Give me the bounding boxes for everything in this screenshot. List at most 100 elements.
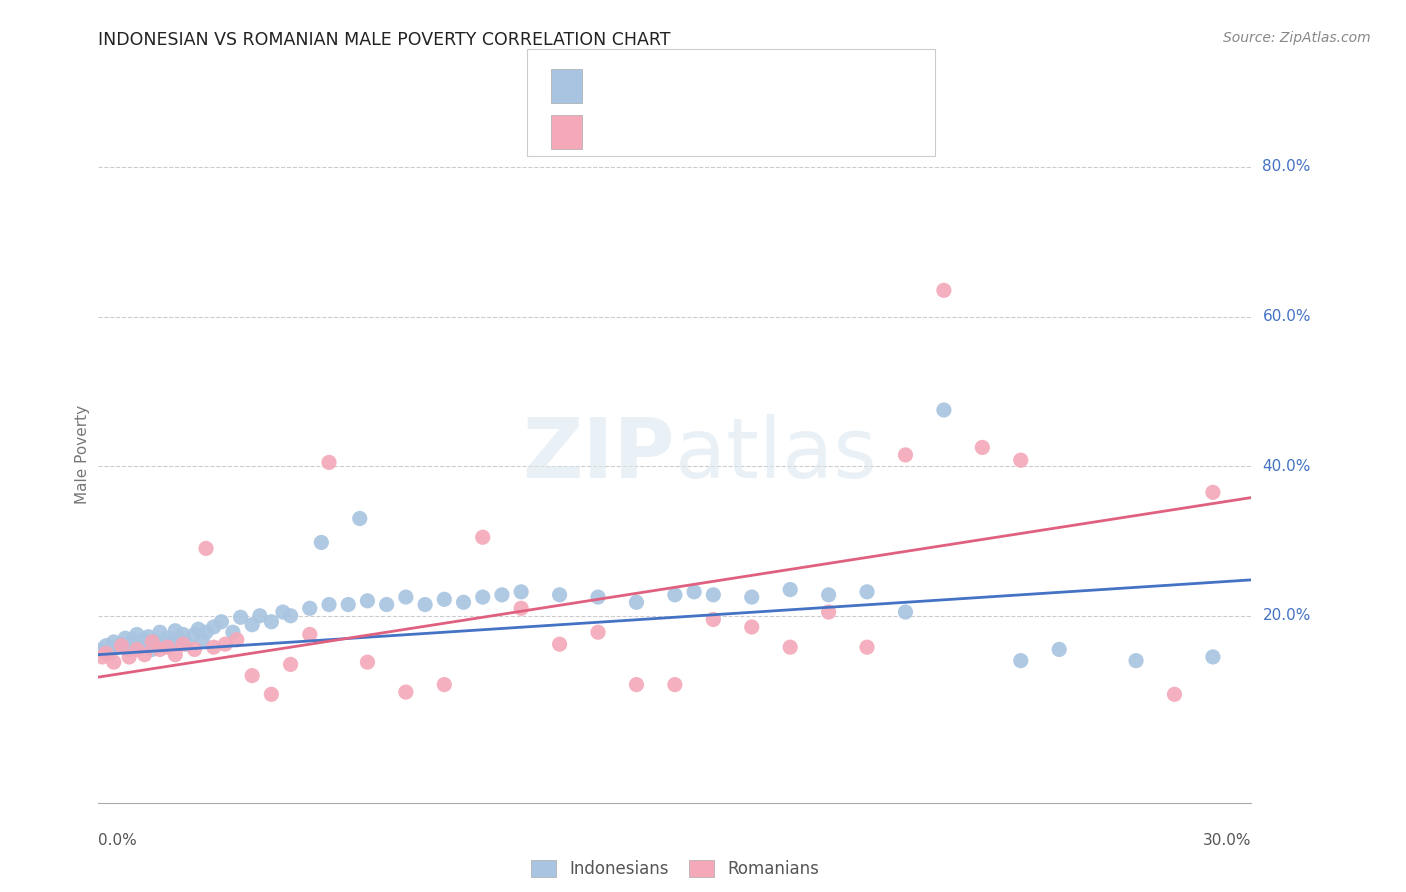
Point [165,624,187,638]
Text: atlas: atlas [675,415,876,495]
Point [107,640,129,655]
Point [195,625,218,640]
Point [318,455,340,469]
Point [586,590,609,604]
Point [510,601,533,615]
Point [683,584,706,599]
Point [298,627,321,641]
Legend: Indonesians, Romanians: Indonesians, Romanians [524,854,825,885]
Point [1010,654,1032,668]
Text: 80.0%: 80.0% [1263,160,1310,175]
Point [165,648,187,662]
Point [1163,687,1185,701]
Text: 30.0%: 30.0% [1204,833,1251,848]
Point [118,649,141,664]
Text: 42: 42 [737,123,761,141]
Point [491,588,513,602]
Point [702,613,724,627]
Point [125,642,148,657]
Point [141,635,163,649]
Point [271,605,294,619]
Point [167,632,190,647]
Point [98,646,121,660]
Point [187,622,209,636]
Text: 0.421: 0.421 [638,123,693,141]
Point [664,677,686,691]
Point [122,632,145,647]
Point [156,640,179,655]
Text: INDONESIAN VS ROMANIAN MALE POVERTY CORRELATION CHART: INDONESIAN VS ROMANIAN MALE POVERTY CORR… [98,31,671,49]
Point [311,535,333,549]
Point [453,595,475,609]
Text: N =: N = [695,77,734,95]
Text: Source: ZipAtlas.com: Source: ZipAtlas.com [1223,31,1371,45]
Point [114,631,136,645]
Point [183,642,205,657]
Point [94,646,117,660]
Point [240,617,263,632]
Point [471,530,494,544]
Point [172,627,194,641]
Point [152,639,174,653]
Point [894,605,917,619]
Point [125,627,148,641]
Point [110,639,132,653]
Point [141,642,163,657]
Point [1010,453,1032,467]
Point [433,592,456,607]
Point [94,639,117,653]
Point [225,632,247,647]
Point [176,637,198,651]
Point [894,448,917,462]
Point [356,655,378,669]
Point [318,598,340,612]
Text: 0.203: 0.203 [638,77,693,95]
Point [356,594,378,608]
Point [145,635,167,649]
Point [260,687,283,701]
Point [229,610,252,624]
Point [280,657,302,672]
Point [375,598,398,612]
Point [1202,485,1225,500]
Point [817,605,839,619]
Point [118,642,141,657]
Point [202,620,225,634]
Point [395,590,418,604]
Text: 66: 66 [737,77,761,95]
Text: N =: N = [695,123,734,141]
Point [129,639,152,653]
Point [702,588,724,602]
Point [149,642,172,657]
Point [856,640,879,655]
Point [134,648,156,662]
Point [160,635,183,649]
Point [280,608,302,623]
Text: 40.0%: 40.0% [1263,458,1310,474]
Point [91,649,114,664]
Point [349,511,371,525]
Point [395,685,418,699]
Point [626,677,648,691]
Point [209,615,232,629]
Point [779,640,801,655]
Text: R =: R = [596,77,634,95]
Point [202,640,225,655]
Point [214,637,236,651]
Point [110,637,132,651]
Text: R =: R = [596,123,634,141]
Point [134,632,156,647]
Point [138,630,160,644]
Point [817,588,839,602]
Point [471,590,494,604]
Point [195,541,218,556]
Point [586,625,609,640]
Point [413,598,436,612]
Point [183,627,205,641]
Text: 0.0%: 0.0% [98,833,138,848]
Point [222,625,245,640]
Point [298,601,321,615]
Point [741,620,763,634]
Point [932,403,955,417]
Point [664,588,686,602]
